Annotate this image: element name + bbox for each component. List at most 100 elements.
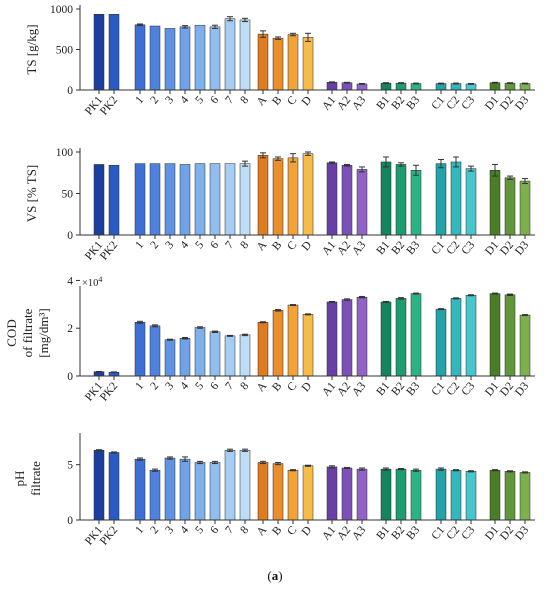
bar-2: [149, 25, 161, 91]
bar-C1: [435, 468, 447, 521]
bar-D3: [519, 314, 531, 377]
x-tick-label: PK2: [98, 524, 120, 548]
bar-B: [272, 158, 284, 236]
x-tick-label: A3: [350, 94, 368, 113]
x-tick-label: 7: [223, 94, 236, 106]
x-tick-label: 5: [193, 380, 206, 392]
x-tick-label: D: [300, 380, 315, 394]
bar-C: [287, 157, 299, 236]
x-tick-label: 8: [238, 94, 251, 106]
bar-C2: [450, 469, 462, 521]
y-tick-label: 0: [67, 371, 73, 383]
bar-6: [209, 26, 221, 91]
bar-3: [164, 163, 176, 236]
x-tick-label: 6: [208, 380, 221, 392]
bar-C1: [435, 163, 447, 236]
bar-B: [272, 463, 284, 521]
bar-D1: [489, 293, 501, 377]
bar-B1: [380, 301, 392, 377]
bar-1: [134, 322, 146, 377]
x-tick-label: 8: [238, 239, 251, 251]
bar-A1: [326, 162, 338, 236]
x-tick-label: A3: [350, 239, 368, 258]
x-tick-label: 4: [178, 239, 191, 251]
x-tick-label: C3: [459, 239, 477, 257]
bar-3: [164, 339, 176, 377]
caption-open: (: [267, 568, 272, 583]
x-tick-label: C3: [459, 380, 477, 398]
y-tick-label: 4: [67, 275, 73, 287]
y-tick-label: 0: [67, 230, 73, 242]
bar-D2: [504, 471, 516, 521]
bar-A2: [341, 165, 353, 236]
bar-1: [134, 24, 146, 91]
x-tick-label: C: [285, 524, 299, 538]
bar-C: [287, 34, 299, 91]
bar-C3: [465, 83, 477, 91]
x-tick-label: D3: [513, 94, 531, 113]
x-tick-label: PK2: [98, 239, 120, 263]
bar-4: [179, 338, 191, 377]
bar-B3: [410, 293, 422, 377]
x-tick-label: 7: [223, 524, 236, 536]
x-tick-label: A: [255, 380, 270, 395]
x-tick-label: B: [270, 94, 284, 108]
bar-D1: [489, 170, 501, 236]
exponent-base: ×10: [82, 278, 98, 289]
x-tick-label: PK2: [98, 380, 120, 404]
x-tick-label: D: [300, 94, 315, 108]
bar-6: [209, 462, 221, 521]
bar-D1: [489, 469, 501, 521]
x-tick-label: 8: [238, 524, 251, 536]
x-tick-label: A3: [350, 524, 368, 543]
caption-close: ): [278, 568, 283, 583]
bar-A: [257, 155, 269, 236]
x-tick-label: 4: [178, 94, 191, 106]
bar-D3: [519, 180, 531, 236]
x-tick-label: C: [285, 380, 299, 394]
x-tick-label: 3: [163, 524, 176, 536]
bar-5: [194, 462, 206, 521]
bar-A: [257, 33, 269, 91]
bar-PK1: [93, 450, 105, 521]
x-tick-label: B: [270, 524, 284, 538]
bar-C3: [465, 471, 477, 521]
bar-D3: [519, 472, 531, 521]
bar-7: [224, 335, 236, 377]
bar-PK2: [108, 14, 120, 91]
y-axis-title-line: VS [% TS]: [24, 165, 39, 223]
bar-B2: [395, 82, 407, 91]
bar-A3: [356, 468, 368, 521]
x-tick-label: 6: [208, 239, 221, 251]
bar-B2: [395, 298, 407, 377]
x-tick-label: B3: [404, 524, 422, 542]
bar-5: [194, 24, 206, 91]
bar-B3: [410, 170, 422, 236]
bar-B3: [410, 469, 422, 521]
bar-1: [134, 458, 146, 521]
bar-C3: [465, 295, 477, 377]
bar-D: [302, 314, 314, 377]
bar-4: [179, 458, 191, 521]
y-axis-title-line: filtrate: [28, 461, 43, 496]
bar-PK2: [108, 165, 120, 236]
x-tick-label: C: [285, 239, 299, 253]
bar-7: [224, 163, 236, 236]
x-tick-label: 5: [193, 239, 206, 251]
x-tick-label: 3: [163, 380, 176, 392]
x-tick-label: 4: [178, 380, 191, 392]
y-tick-label: 1000: [50, 4, 73, 16]
x-tick-label: 2: [148, 94, 161, 106]
x-tick-label: B3: [404, 380, 422, 398]
bar-3: [164, 457, 176, 521]
bar-PK1: [93, 14, 105, 91]
bar-A2: [341, 467, 353, 521]
x-tick-label: D3: [513, 380, 531, 399]
bar-2: [149, 469, 161, 521]
x-tick-label: 8: [238, 380, 251, 392]
x-tick-label: D3: [513, 524, 531, 543]
